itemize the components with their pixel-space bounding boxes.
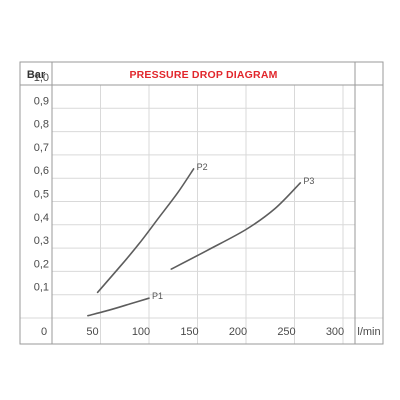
x-tick-label-4: 250 xyxy=(277,326,295,338)
x-tick-label-0: 50 xyxy=(86,326,98,338)
series-label-p2: P2 xyxy=(197,162,208,172)
series-label-p3: P3 xyxy=(303,176,314,186)
x-tick-label-1: 100 xyxy=(132,326,150,338)
outer-frame xyxy=(19,61,384,345)
y-tick-label-1: 0,2 xyxy=(34,258,49,270)
series-line-p3 xyxy=(170,182,302,270)
y-tick-labels: 0,1 0,2 0,3 0,4 0,5 0,6 0,7 0,8 0,9 1,0 xyxy=(34,72,49,294)
y-tick-label-4: 0,5 xyxy=(34,189,49,201)
x-tick-labels: 50 100 150 200 250 300 xyxy=(86,326,344,338)
x-tick-label-5: 300 xyxy=(326,326,344,338)
y-tick-label-2: 0,3 xyxy=(34,235,49,247)
chart-title: PRESSURE DROP DIAGRAM xyxy=(129,69,277,81)
chart-frame xyxy=(19,61,384,345)
series-lines: P1 P2 P3 xyxy=(87,162,314,317)
series-line-p2 xyxy=(96,168,195,294)
y-tick-label-6: 0,7 xyxy=(34,142,49,154)
y-tick-label-3: 0,4 xyxy=(34,212,49,224)
series-label-p1: P1 xyxy=(152,291,163,301)
origin-label: 0 xyxy=(41,326,47,338)
x-axis-unit-label: l/min xyxy=(357,326,380,338)
y-axis-label: Bar xyxy=(27,69,46,81)
x-tick-label-2: 150 xyxy=(180,326,198,338)
x-tick-label-3: 200 xyxy=(229,326,247,338)
grid xyxy=(20,84,383,344)
y-tick-label-0: 0,1 xyxy=(34,282,49,294)
y-tick-label-8: 0,9 xyxy=(34,95,49,107)
y-tick-label-7: 0,8 xyxy=(34,119,49,131)
y-tick-label-9: 1,0 xyxy=(34,72,49,84)
series-line-p1 xyxy=(87,297,150,317)
y-tick-label-5: 0,6 xyxy=(34,165,49,177)
